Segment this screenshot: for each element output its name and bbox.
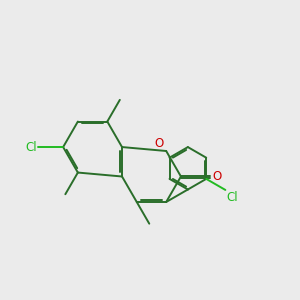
Text: O: O	[154, 136, 164, 149]
Text: Cl: Cl	[227, 191, 239, 204]
Text: O: O	[213, 170, 222, 183]
Text: Cl: Cl	[25, 141, 37, 154]
